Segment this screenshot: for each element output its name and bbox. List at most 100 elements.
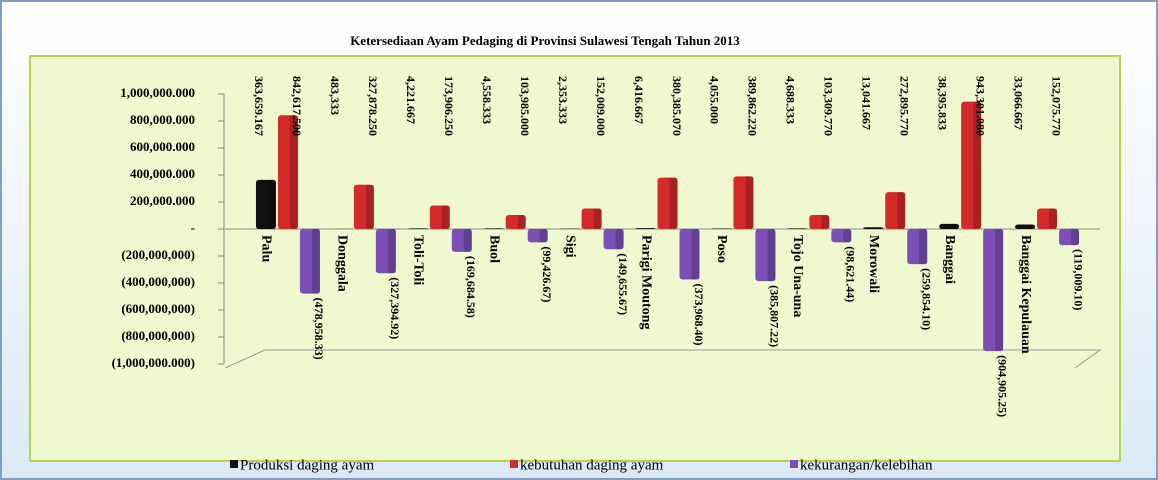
bar xyxy=(657,177,678,229)
data-label: (98,621.44) xyxy=(844,246,858,302)
bar-shade xyxy=(387,229,396,274)
x-tick-label: Morowali xyxy=(866,235,881,293)
y-tick-label: (800,000,000) xyxy=(121,328,195,343)
x-tick-label: Buol xyxy=(486,235,501,263)
bar-shade xyxy=(843,229,852,243)
y-tick-label: 1,000,000.000 xyxy=(120,85,195,100)
y-tick-label: 800,000.000 xyxy=(130,112,195,127)
data-label: (478,958.33) xyxy=(312,298,326,360)
data-label: (373,968.40) xyxy=(692,283,706,345)
plot-area xyxy=(29,55,1121,462)
bar-shade xyxy=(365,184,374,229)
bar xyxy=(429,205,450,229)
data-label: 103,985.000 xyxy=(518,76,532,136)
data-label: (149,655.67) xyxy=(616,253,630,315)
bar-shade xyxy=(615,229,624,250)
bar-shade xyxy=(539,229,548,243)
data-label: 4,055.000 xyxy=(708,76,722,124)
bar xyxy=(787,228,808,229)
legend-label: kekurangan/kelebihan xyxy=(800,457,933,473)
data-label: 6,416.667 xyxy=(632,76,646,124)
data-label: 327,878.250 xyxy=(366,76,380,136)
data-label: (327,394.92) xyxy=(388,277,402,339)
chart-title: Ketersediaan Ayam Pedaging di Provinsi S… xyxy=(350,33,740,48)
data-label: 4,688.333 xyxy=(784,76,798,124)
x-tick-label: Sigi xyxy=(562,235,577,258)
x-tick-label: Banggai Kepulauan xyxy=(1018,235,1033,354)
data-label: 380,385.070 xyxy=(670,76,684,136)
y-tick-label: (200,000,000) xyxy=(121,247,195,262)
data-label: 4,558.333 xyxy=(480,76,494,124)
data-label: 173,906.250 xyxy=(442,76,456,136)
data-label: 33,066.667 xyxy=(1011,76,1025,130)
bar-shade xyxy=(517,214,526,229)
bar xyxy=(277,115,298,229)
bar xyxy=(451,229,472,252)
bar-shade xyxy=(745,176,754,229)
bar-shade xyxy=(463,229,472,252)
y-tick-label: 600,000.000 xyxy=(130,139,195,154)
bar xyxy=(755,229,776,282)
bar xyxy=(863,227,884,229)
bar-shade xyxy=(767,229,776,282)
bar-shade xyxy=(897,192,906,229)
bar xyxy=(407,228,428,229)
y-tick-label: (1,000,000.000) xyxy=(112,355,195,370)
data-label: 272,895.770 xyxy=(897,76,911,136)
bar xyxy=(711,228,732,229)
bar xyxy=(1037,208,1058,229)
legend-swatch xyxy=(510,460,518,468)
bar-shade xyxy=(995,229,1004,352)
data-label: (385,807.22) xyxy=(768,285,782,347)
x-tick-label: Palu xyxy=(259,235,274,262)
data-label: 389,862.220 xyxy=(746,76,760,136)
y-tick-label: (400,000,000) xyxy=(121,274,195,289)
bar-shade xyxy=(593,208,602,229)
x-tick-label: Banggai xyxy=(942,235,957,284)
y-tick-label: (600,000,000) xyxy=(121,301,195,316)
y-tick-label: 400,000.000 xyxy=(130,166,195,181)
data-label: 152,009.000 xyxy=(594,76,608,136)
x-tick-label: Toli-Toli xyxy=(411,235,426,285)
bar xyxy=(939,223,960,229)
bar-shade xyxy=(919,229,928,265)
data-label: (99,426.67) xyxy=(540,246,554,302)
bar-shade xyxy=(311,229,320,294)
bar-shade xyxy=(821,215,830,229)
x-tick-label: Donggala xyxy=(335,235,350,292)
bar xyxy=(527,229,548,243)
bar xyxy=(961,101,982,229)
bar xyxy=(255,179,276,229)
y-tick-label: 200,000.000 xyxy=(130,193,195,208)
legend-label: kebutuhan daging ayam xyxy=(520,457,664,473)
bar xyxy=(581,208,602,229)
data-label: (169,684.58) xyxy=(464,256,478,318)
bar xyxy=(885,192,906,229)
data-label: 4,221.667 xyxy=(404,76,418,124)
x-tick-label: Tojo Una-una xyxy=(790,235,805,317)
bar-shade xyxy=(495,228,504,229)
bar xyxy=(603,229,624,250)
bar-shade xyxy=(419,228,428,229)
bar xyxy=(733,176,754,229)
bar xyxy=(353,184,374,229)
bar-shade xyxy=(1049,208,1058,229)
bar xyxy=(483,228,504,229)
y-tick-label: - xyxy=(191,220,195,235)
bar xyxy=(635,228,656,229)
data-label: 2,353.333 xyxy=(556,76,570,124)
data-label: 363,659.167 xyxy=(252,76,266,136)
bar xyxy=(375,229,396,274)
data-label: 152,075.770 xyxy=(1049,76,1063,136)
data-label: 38,395.833 xyxy=(935,76,949,130)
data-label: 842,617.500 xyxy=(290,76,304,136)
data-label: (904,905.25) xyxy=(995,355,1009,417)
data-label: 943,301.080 xyxy=(973,76,987,136)
bar xyxy=(831,229,852,243)
bar-shade xyxy=(1071,229,1080,246)
bar-shade xyxy=(1027,224,1036,229)
floor xyxy=(224,349,1102,369)
bar xyxy=(809,215,830,229)
